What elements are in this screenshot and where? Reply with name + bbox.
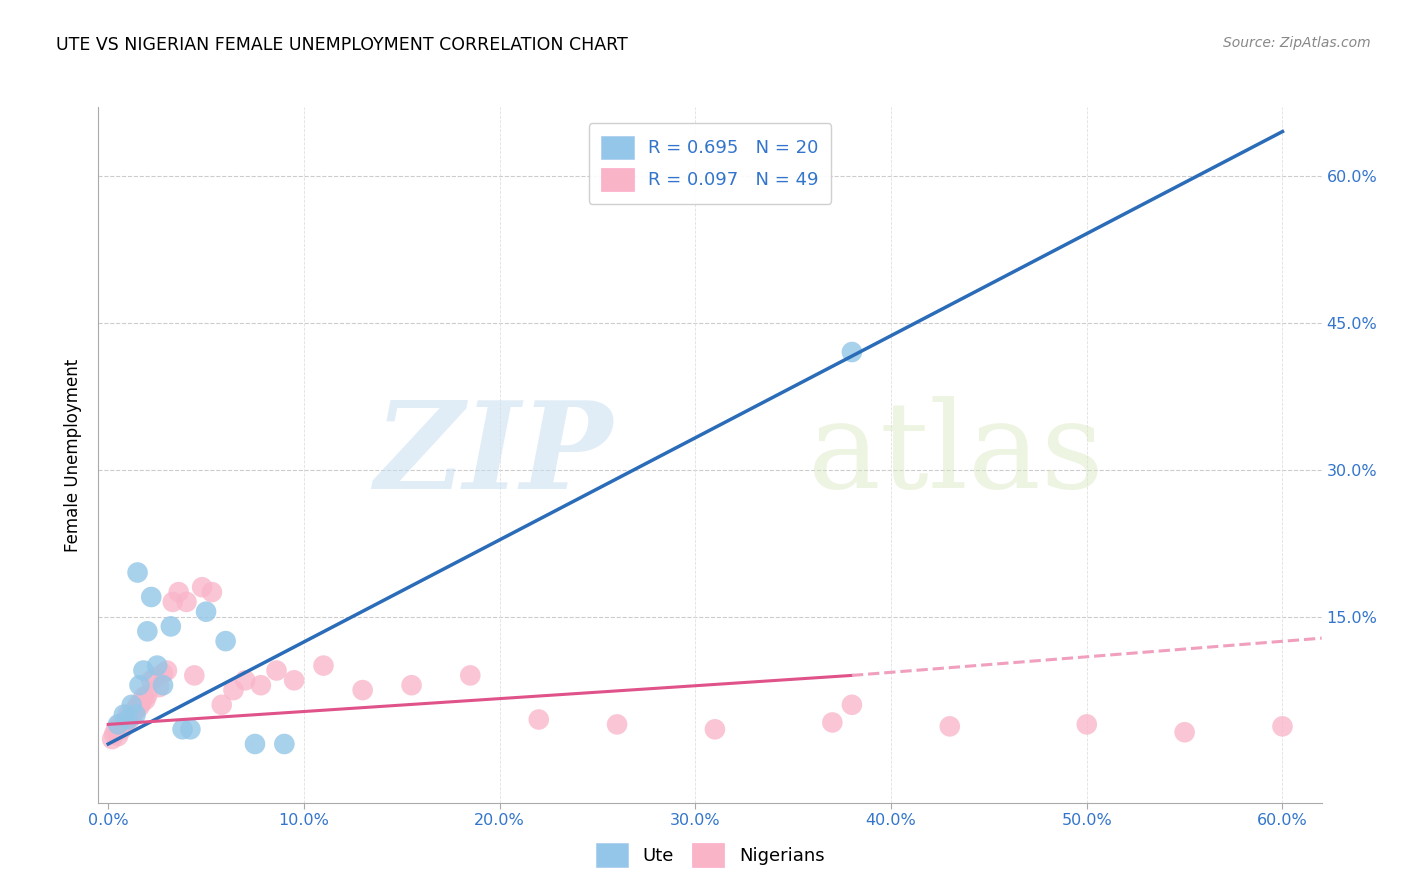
Point	[105, 723, 128, 737]
Point	[111, 723, 134, 737]
Point	[108, 717, 131, 731]
Point	[152, 678, 174, 692]
Point	[841, 345, 863, 359]
Point	[127, 566, 149, 580]
Point	[233, 673, 256, 688]
Point	[222, 683, 245, 698]
Point	[401, 678, 423, 692]
Point	[841, 698, 863, 712]
Point	[114, 715, 136, 730]
Point	[107, 717, 129, 731]
Point	[527, 713, 550, 727]
Point	[128, 678, 150, 692]
Point	[191, 580, 214, 594]
Point	[134, 693, 156, 707]
Point	[352, 683, 374, 698]
Point	[128, 699, 150, 714]
Point	[195, 605, 218, 619]
Text: UTE VS NIGERIAN FEMALE UNEMPLOYMENT CORRELATION CHART: UTE VS NIGERIAN FEMALE UNEMPLOYMENT CORR…	[56, 36, 628, 54]
Legend: Ute, Nigerians: Ute, Nigerians	[588, 836, 832, 874]
Point	[136, 624, 159, 639]
Point	[117, 713, 139, 727]
Point	[458, 668, 481, 682]
Point	[211, 698, 233, 712]
Point	[167, 585, 190, 599]
Point	[124, 703, 146, 717]
Point	[117, 707, 139, 722]
Point	[118, 713, 141, 727]
Point	[107, 729, 129, 743]
Point	[176, 595, 198, 609]
Point	[103, 727, 125, 741]
Point	[127, 698, 149, 712]
Point	[136, 688, 159, 702]
Text: atlas: atlas	[808, 396, 1105, 514]
Point	[172, 723, 194, 737]
Point	[1271, 719, 1294, 733]
Point	[152, 666, 174, 681]
Point	[266, 664, 288, 678]
Point	[124, 707, 146, 722]
Point	[703, 723, 725, 737]
Point	[243, 737, 266, 751]
Point	[112, 707, 135, 722]
Point	[283, 673, 305, 688]
Point	[132, 690, 155, 704]
Point	[273, 737, 295, 751]
Point	[1076, 717, 1098, 731]
Point	[121, 698, 143, 712]
Point	[141, 673, 163, 688]
Point	[156, 664, 179, 678]
Point	[112, 719, 135, 733]
Y-axis label: Female Unemployment: Female Unemployment	[65, 359, 83, 551]
Text: ZIP: ZIP	[374, 396, 612, 514]
Point	[162, 595, 184, 609]
Point	[606, 717, 628, 731]
Point	[141, 590, 163, 604]
Point	[250, 678, 273, 692]
Point	[131, 696, 153, 710]
Point	[101, 732, 124, 747]
Point	[1174, 725, 1197, 739]
Point	[201, 585, 224, 599]
Point	[821, 715, 844, 730]
Point	[312, 658, 335, 673]
Point	[132, 664, 155, 678]
Point	[179, 723, 201, 737]
Point	[160, 619, 183, 633]
Text: Source: ZipAtlas.com: Source: ZipAtlas.com	[1223, 36, 1371, 50]
Point	[122, 706, 145, 720]
Point	[143, 670, 166, 684]
Point	[121, 709, 143, 723]
Point	[939, 719, 962, 733]
Point	[148, 680, 170, 694]
Point	[183, 668, 205, 682]
Point	[214, 634, 236, 648]
Point	[146, 658, 169, 673]
